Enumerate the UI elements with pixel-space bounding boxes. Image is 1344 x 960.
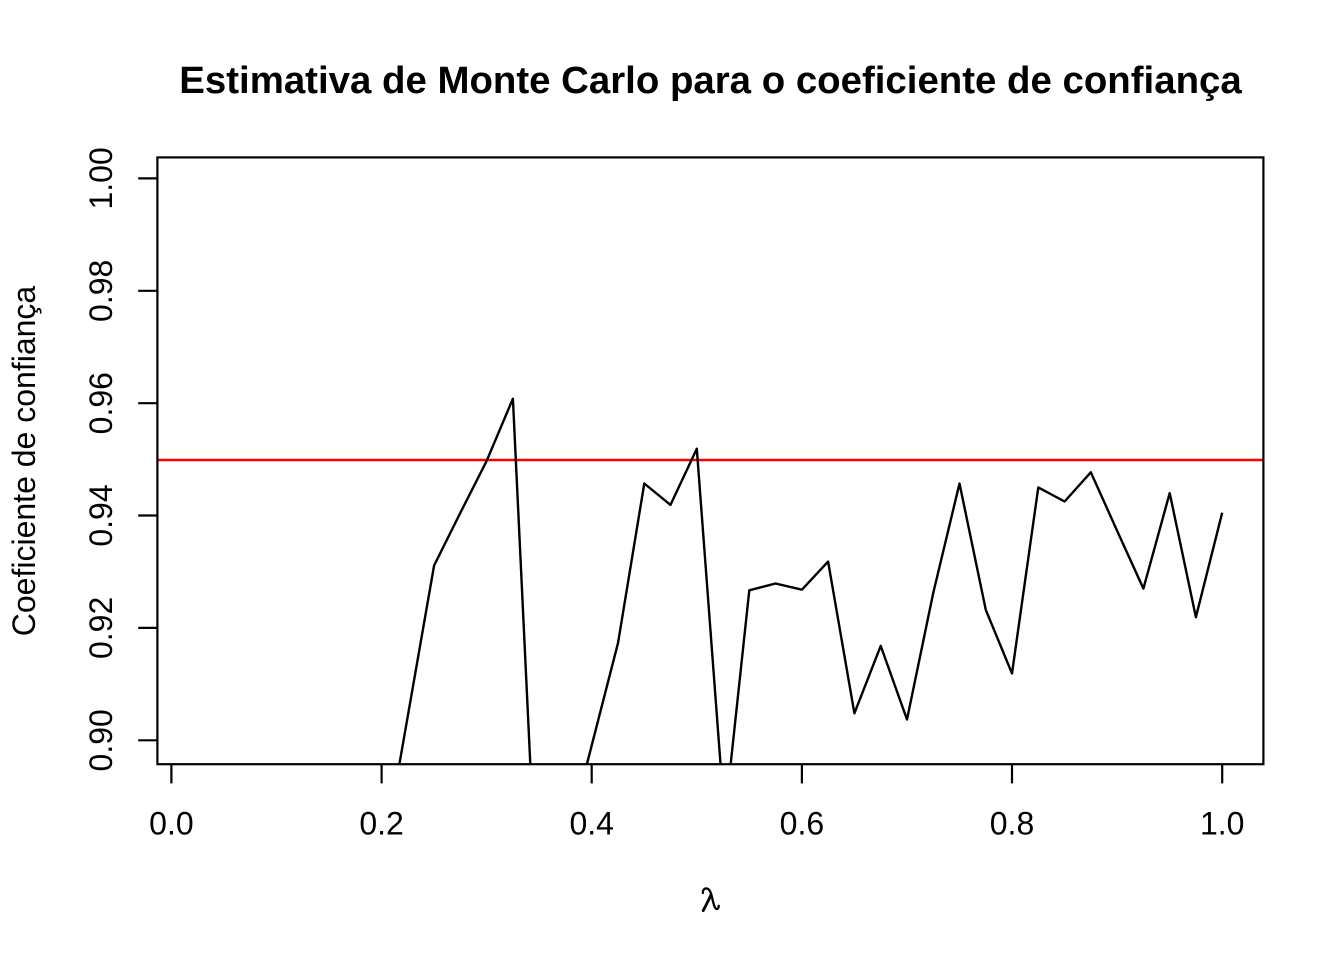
svg-text:0.98: 0.98 (83, 260, 119, 322)
svg-text:1.0: 1.0 (1200, 805, 1244, 841)
svg-text:0.2: 0.2 (359, 805, 403, 841)
svg-text:0.92: 0.92 (83, 597, 119, 659)
svg-text:0.8: 0.8 (990, 805, 1034, 841)
svg-text:Estimativa de Monte Carlo para: Estimativa de Monte Carlo para o coefici… (179, 59, 1242, 102)
svg-text:0.0: 0.0 (149, 805, 193, 841)
svg-text:0.6: 0.6 (780, 805, 824, 841)
svg-text:0.94: 0.94 (83, 484, 119, 546)
svg-text:Coeficiente de confiança: Coeficiente de confiança (6, 286, 42, 637)
svg-text:0.96: 0.96 (83, 372, 119, 434)
svg-text:0.4: 0.4 (569, 805, 613, 841)
svg-text:0.90: 0.90 (83, 709, 119, 771)
svg-text:1.00: 1.00 (83, 147, 119, 209)
